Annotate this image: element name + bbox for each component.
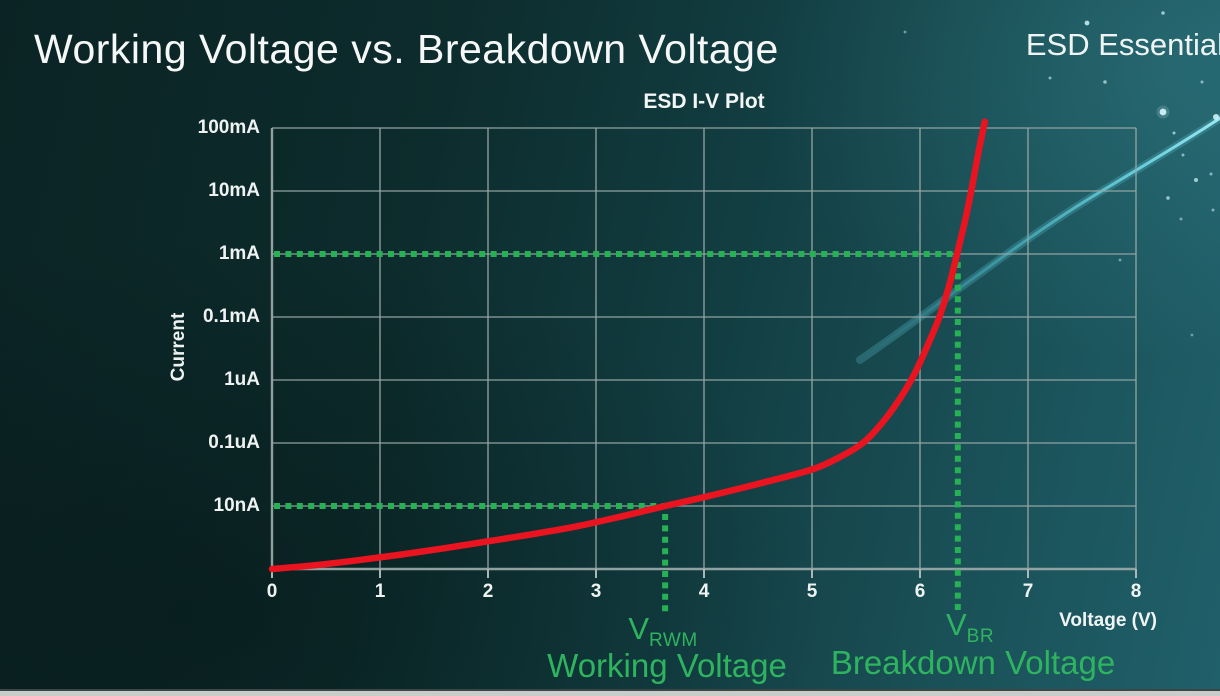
star-dots [903,11,1219,337]
y-tick-label: 1mA [218,243,260,264]
vrwm-caption: Working Voltage [547,647,787,684]
y-tick-label: 0.1uA [208,432,260,453]
x-tick-label: 8 [1130,581,1142,602]
vrwm-symbol: VRWM [628,611,697,650]
vbr-symbol-sub: BR [966,626,995,647]
x-tick-label: 0 [266,581,278,602]
vrwm-symbol-main: V [628,611,650,646]
vbr-symbol-main: V [945,607,967,642]
y-tick-label: 0.1mA [202,306,260,327]
x-tick-label: 4 [698,581,710,602]
x-tick-label: 7 [1022,581,1034,602]
x-tick-label: 2 [482,581,494,602]
x-axis-title: Voltage (V) [1059,610,1157,631]
vrwm-symbol-sub: RWM [649,630,698,651]
background-swoosh [856,113,1220,364]
x-tick-label: 1 [374,581,386,602]
vbr-caption: Breakdown Voltage [830,644,1116,681]
y-tick-label: 100mA [197,117,260,138]
chart-grid [270,127,1137,578]
page-title: Working Voltage vs. Breakdown Voltage [34,26,779,72]
x-tick-label: 5 [806,581,818,602]
chart-title: ESD I-V Plot [643,90,765,113]
x-tick-label: 3 [590,581,602,602]
bottom-strip [0,689,1220,696]
y-tick-label: 10mA [208,180,260,201]
vbr-symbol: VBR [945,607,994,646]
y-tick-label: 10nA [213,495,260,516]
y-tick-label: 1uA [224,369,260,390]
x-tick-label: 6 [914,581,926,602]
marker-dotted-lines [274,251,961,613]
brand-text: ESD Essential [1025,27,1220,62]
iv-curve [268,118,989,573]
